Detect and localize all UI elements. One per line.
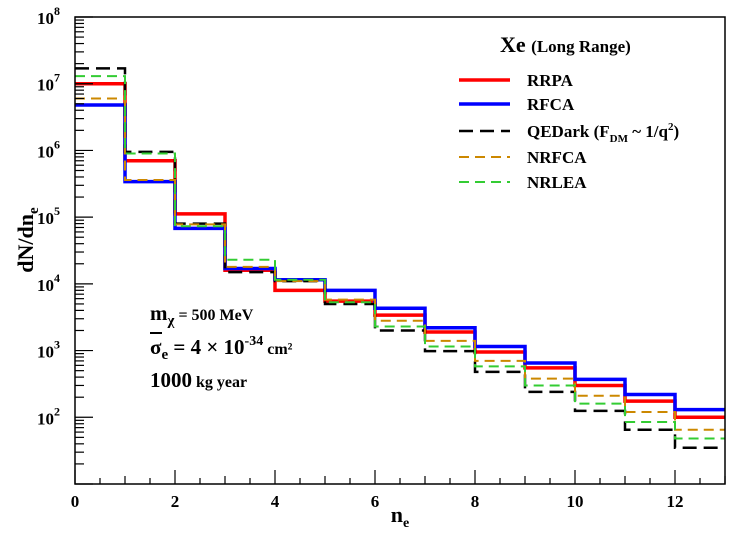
x-tick-label: 0 xyxy=(71,492,80,511)
series-line-rfca xyxy=(75,103,725,412)
y-tick-label: 104 xyxy=(37,271,60,295)
legend-entries: RRPA RFCA QEDark (FDM ~ 1/q2) NRFCA NRLE… xyxy=(459,71,679,192)
y-tick-label: 105 xyxy=(37,204,60,228)
legend-label-nrfca: NRFCA xyxy=(527,148,587,167)
series-line-nrlea xyxy=(75,75,725,440)
x-tick-label: 8 xyxy=(471,492,480,511)
legend-title: Xe (Long Range) xyxy=(500,32,631,57)
series-nrlea xyxy=(75,75,725,440)
series-line-rrpa xyxy=(75,81,725,420)
y-tick-label: 108 xyxy=(37,4,60,28)
y-tick-label: 106 xyxy=(37,137,60,161)
series-line-nrfca xyxy=(75,97,725,431)
y-tick-label: 103 xyxy=(37,338,60,362)
legend-label-qedark: QEDark (FDM ~ 1/q2) xyxy=(527,121,679,145)
x-tick-label: 6 xyxy=(371,492,380,511)
series-line-qedark xyxy=(75,67,725,449)
series-nrfca xyxy=(75,97,725,431)
x-tick-label: 2 xyxy=(171,492,180,511)
legend-label-nrlea: NRLEA xyxy=(527,173,587,192)
x-tick-label: 12 xyxy=(667,492,684,511)
y-tick-label: 107 xyxy=(37,71,60,95)
legend-label-rfca: RFCA xyxy=(527,95,575,114)
legend: Xe (Long Range) RRPA RFCA QEDark (FDM ~ … xyxy=(459,32,679,192)
annotation-cross-section: σe = 4 × 10-34 cm² xyxy=(150,334,293,363)
y-tick-label: 102 xyxy=(37,404,60,428)
annotation-mass: mχ = 500 MeV xyxy=(150,301,254,329)
legend-label-rrpa: RRPA xyxy=(527,71,574,90)
annotations: mχ = 500 MeV σe = 4 × 10-34 cm² 1000 kg … xyxy=(150,301,293,392)
y-axis-title: dN/dne xyxy=(13,207,42,273)
series-rfca xyxy=(75,103,725,412)
annotation-exposure: 1000 kg year xyxy=(150,368,247,392)
axis-layer: 0 2 4 6 8 10 12 102 103 104 105 106 107 108 xyxy=(37,4,726,511)
x-axis-title: ne xyxy=(391,502,409,531)
series-qedark xyxy=(75,67,725,449)
x-tick-label: 4 xyxy=(271,492,280,511)
series-rrpa xyxy=(75,81,725,420)
x-tick-label: 10 xyxy=(567,492,584,511)
series-layer xyxy=(75,67,725,449)
